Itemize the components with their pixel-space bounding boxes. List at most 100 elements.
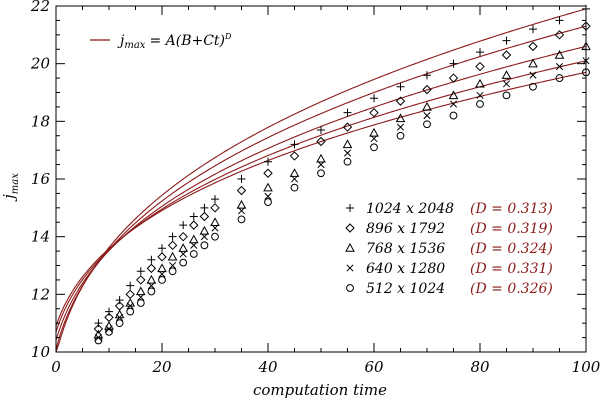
x-tick-label: 60	[364, 358, 384, 376]
x-tick-label: 80	[470, 358, 490, 376]
data-point	[105, 307, 113, 316]
data-point	[449, 100, 458, 108]
data-point	[237, 207, 246, 215]
data-point	[189, 250, 198, 258]
data-point	[290, 175, 299, 183]
data-point	[316, 153, 326, 163]
data-point	[199, 211, 210, 222]
data-point	[169, 261, 177, 270]
data-point	[475, 61, 485, 72]
data-point	[316, 136, 326, 147]
legend-d-value: (D = 0.324)	[470, 241, 553, 257]
series-legend: 1024 x 2048 (D = 0.313) 896 x 1792 (D = 0.3…	[345, 201, 553, 297]
series-2-points	[93, 21, 591, 334]
data-point	[264, 157, 272, 166]
data-point	[263, 182, 273, 192]
data-point	[370, 94, 378, 103]
data-point	[200, 233, 208, 241]
data-points	[93, 4, 591, 345]
data-point	[395, 113, 406, 123]
data-point	[147, 287, 156, 296]
legend-marker	[345, 223, 355, 233]
legend-label: 512 x 1024	[366, 281, 445, 297]
data-point	[555, 16, 564, 25]
data-point	[528, 41, 538, 52]
y-tick-label: 14	[31, 228, 50, 246]
data-point	[116, 313, 124, 321]
data-point	[158, 276, 166, 284]
data-point	[476, 48, 484, 57]
data-point	[370, 143, 378, 152]
x-tick-label: 40	[257, 358, 278, 376]
data-point	[370, 135, 378, 143]
data-point	[211, 232, 219, 241]
data-point	[554, 49, 565, 59]
data-point	[168, 267, 177, 276]
legend-entry-1: 1024 x 2048 (D = 0.313)	[346, 201, 553, 217]
data-point	[211, 195, 219, 204]
axis-ticks	[55, 5, 587, 353]
data-point	[396, 82, 405, 91]
y-axis-label: jmax	[0, 173, 21, 202]
data-point	[126, 307, 135, 316]
legend-entry-2: 896 x 1792 (D = 0.319)	[345, 221, 553, 237]
legend-d-value: (D = 0.313)	[470, 201, 553, 217]
data-point	[147, 255, 156, 264]
data-point	[423, 120, 431, 129]
legend-entry-3: 768 x 1536 (D = 0.324)	[345, 241, 553, 257]
series-5-points	[94, 68, 590, 345]
data-point	[290, 183, 299, 192]
data-point	[476, 100, 484, 108]
x-tick-label: 0	[51, 358, 61, 376]
data-point	[343, 108, 352, 117]
data-point	[396, 131, 405, 140]
data-point	[188, 234, 199, 244]
data-point	[147, 282, 155, 290]
data-point	[158, 270, 166, 278]
data-point	[210, 217, 220, 226]
data-point	[290, 140, 299, 149]
data-point	[529, 25, 537, 34]
data-point	[449, 59, 458, 68]
data-point	[158, 244, 166, 253]
data-point	[125, 289, 135, 300]
data-point	[476, 91, 484, 99]
data-point	[342, 139, 353, 149]
data-point	[501, 70, 512, 79]
data-point	[369, 107, 379, 118]
data-point	[528, 58, 538, 68]
data-point	[502, 36, 511, 45]
data-point	[422, 84, 432, 95]
legend-d-value: (D = 0.326)	[470, 281, 553, 297]
fit-curves	[55, 8, 587, 353]
data-point	[555, 62, 564, 71]
data-point	[502, 80, 511, 88]
legend-marker	[346, 204, 354, 212]
data-point	[136, 267, 145, 276]
legend-entry-4: 640 x 1280 (D = 0.331)	[346, 261, 553, 277]
data-point	[449, 111, 458, 120]
data-point	[554, 30, 565, 40]
data-point	[136, 275, 146, 285]
data-point	[422, 101, 432, 111]
fit-curve-1	[55, 8, 587, 353]
legend-label: 640 x 1280	[366, 261, 445, 277]
fit-curve-5	[55, 71, 587, 327]
data-point	[167, 251, 178, 261]
data-point	[178, 243, 189, 252]
data-point	[475, 78, 485, 88]
data-point	[529, 71, 537, 79]
data-point	[179, 258, 188, 267]
data-point	[342, 122, 353, 132]
legend-d-value: (D = 0.319)	[470, 221, 553, 237]
data-point	[94, 319, 103, 328]
tick-labels: 0 20 40 60 80 100 10 12 14 16 18 20 22	[30, 0, 600, 376]
data-point	[369, 127, 379, 137]
data-point	[448, 90, 459, 100]
legend-label: 896 x 1792	[366, 221, 445, 237]
data-point	[135, 286, 146, 296]
data-point	[105, 325, 113, 333]
data-point	[555, 74, 564, 82]
data-point	[289, 168, 300, 177]
data-point	[115, 319, 124, 328]
